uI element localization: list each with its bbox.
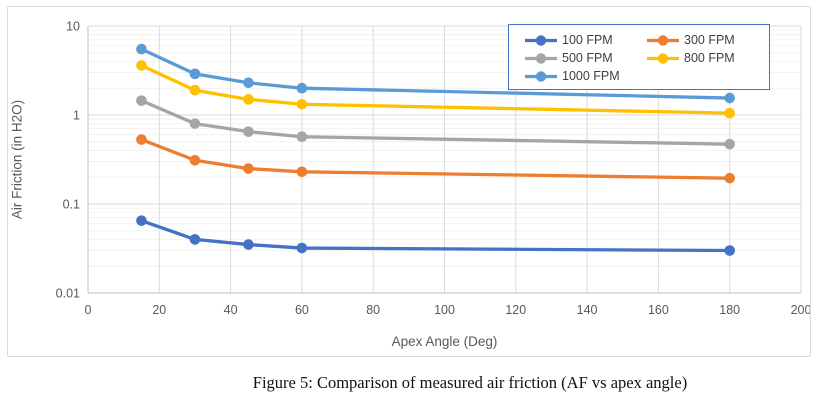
series-point-500-fpm: [724, 138, 735, 150]
legend-item-1000-fpm: 1000 FPM: [524, 69, 646, 83]
series-point-800-fpm: [724, 107, 735, 119]
series-point-1000-fpm: [189, 68, 201, 80]
x-axis-title: Apex Angle (Deg): [391, 334, 498, 349]
legend-item-300-fpm: 300 FPM: [646, 33, 768, 47]
x-tick-label: 180: [719, 303, 740, 317]
legend-key-icon: [647, 52, 679, 64]
x-tick-label: 20: [152, 303, 166, 317]
series-point-500-fpm: [243, 126, 254, 137]
x-tick-label: 160: [648, 303, 669, 317]
series-point-800-fpm: [296, 98, 308, 110]
x-tick-label: 80: [366, 303, 380, 317]
y-axis-title: Air Friction (in H2O): [9, 99, 25, 220]
legend-item-800-fpm: 800 FPM: [646, 51, 768, 65]
series-point-300-fpm: [189, 154, 201, 166]
series-point-1000-fpm: [296, 82, 308, 94]
x-tick-label: 100: [434, 303, 455, 317]
y-tick-label: 0.1: [63, 198, 80, 212]
series-point-300-fpm: [136, 134, 147, 145]
legend-key-icon: [525, 34, 557, 46]
y-tick-label: 0.01: [56, 287, 80, 301]
series-point-300-fpm: [243, 163, 254, 174]
legend-label: 100 FPM: [562, 33, 613, 47]
series-line-300-fpm: [139, 137, 732, 180]
x-tick-label: 120: [505, 303, 526, 317]
legend-label: 500 FPM: [562, 51, 613, 65]
figure-caption: Figure 5: Comparison of measured air fri…: [252, 373, 688, 392]
series-point-300-fpm: [296, 166, 308, 178]
series-point-1000-fpm: [243, 77, 254, 89]
series-point-500-fpm: [189, 118, 201, 129]
legend-key-icon: [525, 70, 557, 82]
series-point-100-fpm: [296, 242, 308, 254]
series-point-800-fpm: [189, 84, 201, 96]
legend-label: 300 FPM: [684, 33, 735, 47]
series-line-100-fpm: [139, 219, 732, 253]
chart-frame: 0 20 40 60 80 100 120 140 160 180 200 10 1 0.1 0.01 10…: [7, 6, 811, 357]
legend-label: 1000 FPM: [562, 69, 620, 83]
x-tick-label: 0: [85, 303, 92, 317]
x-tick-label: 60: [295, 303, 309, 317]
series-point-800-fpm: [136, 60, 147, 71]
legend-key-icon: [525, 52, 557, 64]
legend-label: 800 FPM: [684, 51, 735, 65]
legend-item-500-fpm: 500 FPM: [524, 51, 646, 65]
series-point-100-fpm: [136, 215, 147, 226]
series-point-500-fpm: [296, 131, 308, 143]
legend-key-icon: [647, 34, 679, 46]
series-point-300-fpm: [724, 172, 735, 184]
legend-item-100-fpm: 100 FPM: [524, 33, 646, 47]
x-tick-label: 200: [791, 303, 810, 317]
series-point-100-fpm: [243, 239, 254, 250]
series-point-800-fpm: [243, 94, 254, 105]
series-point-100-fpm: [189, 234, 201, 245]
x-tick-label: 40: [224, 303, 238, 317]
x-tick-label: 140: [577, 303, 598, 317]
y-tick-label: 10: [66, 20, 80, 34]
series-point-500-fpm: [136, 95, 147, 106]
series-point-1000-fpm: [136, 43, 147, 55]
y-tick-label: 1: [73, 109, 80, 123]
series-point-100-fpm: [724, 245, 735, 256]
legend: 100 FPM 300 FPM 500 FPM 800 FPM 1000 FPM: [508, 24, 770, 90]
series-point-1000-fpm: [724, 92, 735, 104]
